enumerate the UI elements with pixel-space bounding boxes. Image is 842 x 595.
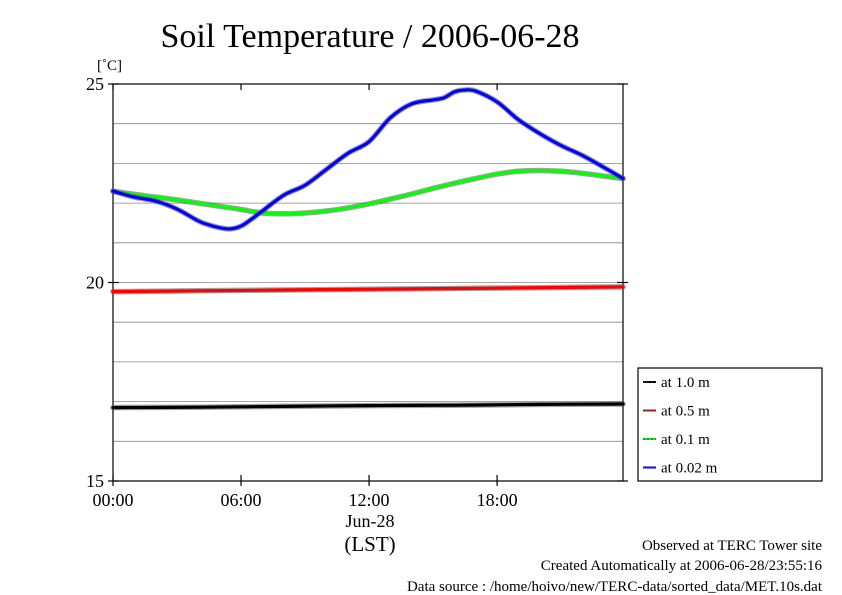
x-tick-label: 00:00 <box>92 490 133 510</box>
x-tick-label: 18:00 <box>477 490 518 510</box>
footer-source: Data source : /home/hoivo/new/TERC-data/… <box>407 579 823 595</box>
footer-observed: Observed at TERC Tower site <box>642 538 822 554</box>
y-axis-unit: [˚C] <box>97 58 122 74</box>
series-line <box>111 168 625 216</box>
x-tick-label: 12:00 <box>349 490 390 510</box>
legend-entry: at 0.1 m <box>661 432 710 448</box>
chart-title: Soil Temperature / 2006-06-28 <box>160 18 579 55</box>
y-axis: 15 20 25 <box>86 74 628 491</box>
series-lines <box>110 87 626 411</box>
series-at-0-1-m <box>110 167 626 217</box>
series-line-outline <box>110 167 626 217</box>
legend: at 1.0 m at 0.5 m at 0.1 m at 0.02 m <box>637 367 823 482</box>
x-axis-date-label: Jun-28 <box>346 511 395 531</box>
legend-entry: at 0.5 m <box>661 404 710 420</box>
x-axis: 00:00 06:00 12:00 18:00 <box>92 84 518 510</box>
series-at-1-0-m <box>110 401 626 411</box>
legend-box <box>637 367 823 482</box>
y-tick-label: 15 <box>86 471 104 491</box>
series-line-outline <box>110 87 626 232</box>
series-at-0-5-m <box>110 284 626 295</box>
x-axis-label: (LST) <box>344 532 395 556</box>
series-line <box>111 285 625 294</box>
x-tick-label: 06:00 <box>221 490 262 510</box>
legend-entry: at 0.02 m <box>661 461 718 477</box>
series-at-0-02-m <box>110 87 626 232</box>
legend-entry: at 1.0 m <box>661 375 710 391</box>
footer-created: Created Automatically at 2006-06-28/23:5… <box>541 558 823 574</box>
y-tick-label: 25 <box>86 74 104 94</box>
series-line <box>111 402 625 410</box>
y-tick-label: 20 <box>86 273 104 293</box>
series-line <box>111 88 625 231</box>
